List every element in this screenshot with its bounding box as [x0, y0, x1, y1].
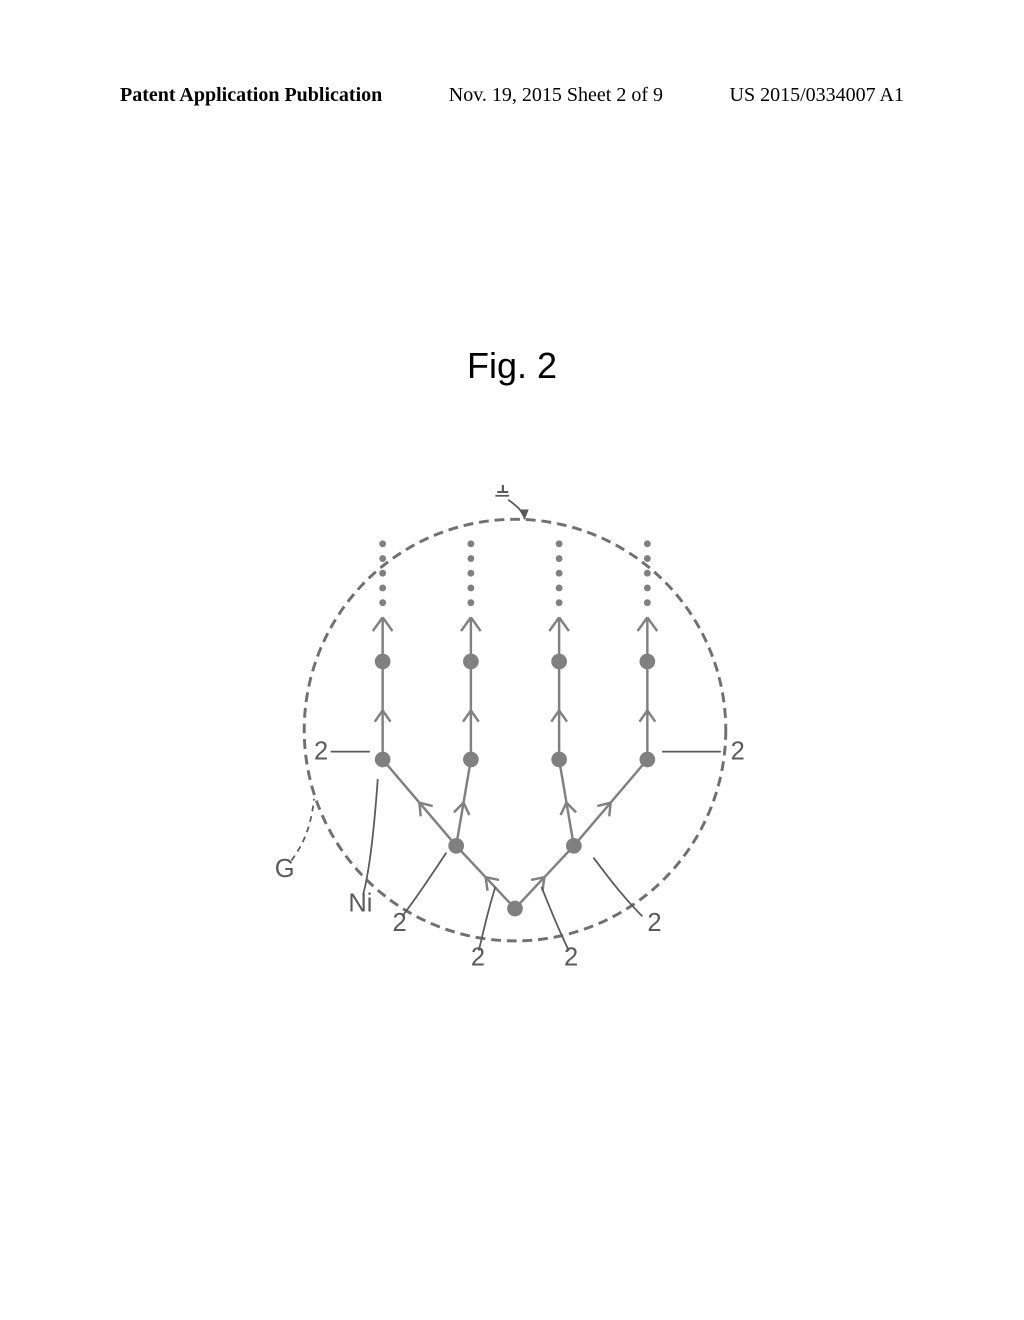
svg-text:2: 2 [647, 909, 661, 937]
figure-diagram: 1 2 2 2 2 2 2 G Ni [265, 485, 765, 985]
page-header: Patent Application Publication Nov. 19, … [0, 84, 1024, 107]
network-tree-diagram: 1 2 2 2 2 2 2 G Ni [265, 485, 765, 985]
svg-text:2: 2 [392, 909, 406, 937]
figure-title: Fig. 2 [0, 345, 1024, 387]
svg-text:1: 1 [495, 485, 509, 499]
svg-text:2: 2 [731, 738, 745, 766]
header-publication-type: Patent Application Publication [120, 84, 382, 107]
svg-text:Ni: Ni [348, 889, 372, 917]
svg-text:2: 2 [471, 943, 485, 971]
header-date-sheet: Nov. 19, 2015 Sheet 2 of 9 [449, 84, 663, 107]
svg-text:G: G [275, 855, 295, 883]
svg-text:2: 2 [314, 738, 328, 766]
header-row: Patent Application Publication Nov. 19, … [120, 84, 904, 107]
header-pub-number: US 2015/0334007 A1 [730, 84, 904, 107]
svg-text:2: 2 [564, 943, 578, 971]
